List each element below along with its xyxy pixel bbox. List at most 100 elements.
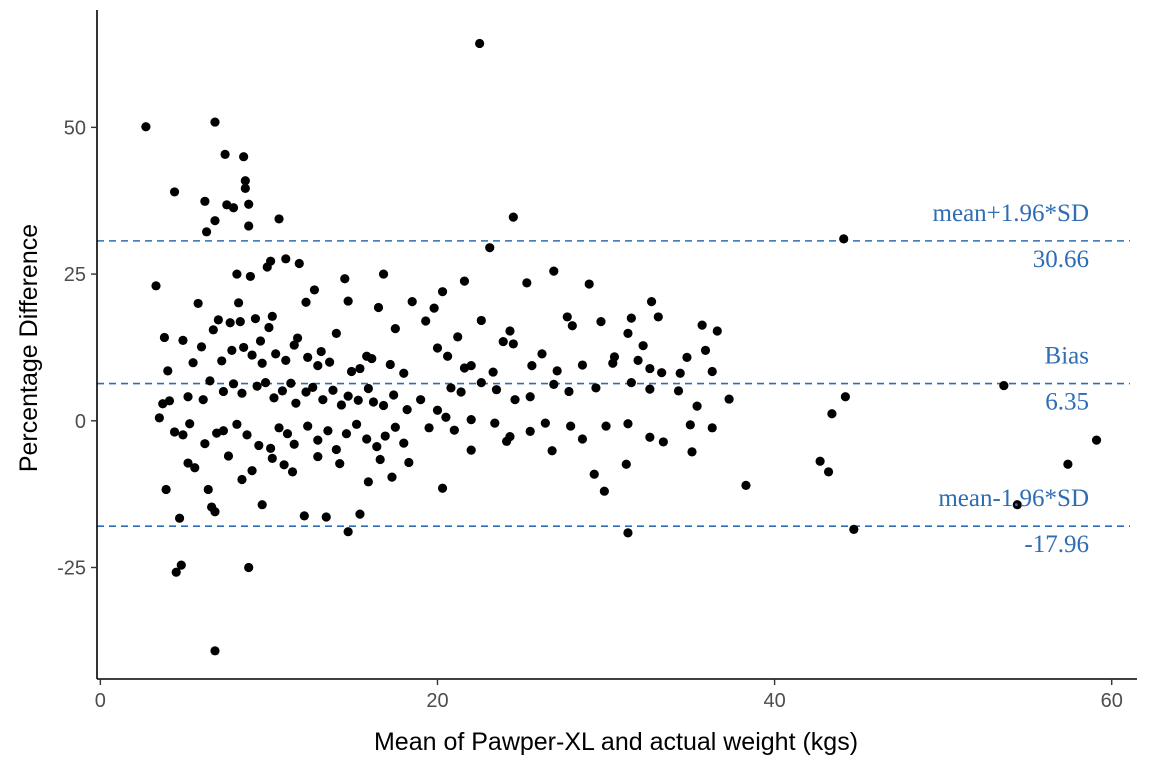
data-point: [402, 405, 412, 415]
ref-value-upper: 30.66: [1033, 246, 1089, 273]
data-point: [353, 395, 363, 405]
data-point: [367, 353, 377, 364]
data-point: [446, 383, 456, 393]
data-point: [239, 342, 249, 353]
data-point: [475, 38, 485, 49]
data-point: [223, 451, 234, 461]
data-point: [200, 196, 210, 206]
data-point: [286, 378, 296, 388]
data-point: [687, 447, 697, 457]
data-point: [247, 466, 257, 476]
data-point: [291, 398, 301, 408]
data-point: [372, 442, 382, 452]
data-point: [154, 413, 164, 423]
data-point: [239, 152, 249, 162]
data-point: [437, 483, 448, 493]
data-point: [233, 298, 244, 308]
data-point: [682, 352, 692, 363]
data-point: [198, 395, 208, 405]
data-point: [244, 199, 254, 209]
data-point: [294, 258, 304, 269]
data-point: [697, 320, 707, 330]
data-point: [724, 394, 734, 404]
y-tick-label: 25: [64, 264, 86, 286]
data-point: [368, 397, 379, 407]
data-point: [432, 343, 443, 353]
data-point: [245, 271, 255, 282]
data-point: [161, 484, 171, 495]
data-point: [645, 432, 655, 442]
data-point: [313, 435, 323, 445]
data-point: [363, 477, 373, 487]
data-point: [442, 351, 453, 361]
data-point: [1091, 435, 1102, 445]
data-point: [485, 243, 495, 253]
data-point: [404, 457, 414, 468]
data-point: [508, 212, 518, 222]
data-point: [159, 332, 170, 343]
data-point: [200, 439, 210, 449]
data-point: [282, 429, 293, 439]
data-point: [244, 562, 254, 573]
data-point: [218, 426, 229, 436]
data-point: [308, 382, 318, 392]
ref-label-bias: Bias: [1045, 343, 1089, 370]
data-point: [208, 325, 218, 335]
data-point: [267, 311, 277, 321]
data-point: [335, 459, 345, 469]
data-point: [399, 368, 409, 378]
data-point: [220, 149, 230, 159]
data-point: [183, 392, 193, 402]
y-tick-label: -25: [57, 558, 86, 580]
data-point: [390, 324, 400, 334]
data-point: [331, 328, 341, 338]
data-point: [623, 328, 633, 338]
data-point: [247, 350, 257, 360]
data-point: [313, 451, 323, 462]
data-point: [508, 339, 518, 349]
ref-label-upper: mean+1.96*SD: [933, 200, 1089, 227]
data-point: [321, 512, 331, 522]
data-point: [466, 445, 476, 455]
data-point: [449, 425, 459, 435]
data-point: [266, 443, 276, 453]
data-point: [390, 422, 400, 432]
data-point: [309, 285, 320, 295]
data-point: [257, 500, 267, 510]
scatter-points: [141, 38, 1102, 656]
data-point: [274, 214, 284, 224]
data-point: [525, 426, 535, 436]
data-point: [552, 366, 562, 376]
data-point: [210, 117, 220, 127]
data-point: [399, 438, 409, 448]
data-point: [385, 359, 395, 370]
data-point: [547, 446, 557, 456]
data-point: [264, 322, 274, 333]
data-point: [260, 378, 271, 388]
data-point: [362, 434, 372, 444]
data-point: [164, 396, 175, 406]
data-point: [626, 313, 636, 323]
data-point: [741, 480, 751, 490]
data-point: [323, 426, 333, 436]
data-point: [232, 419, 242, 429]
data-point: [237, 474, 247, 485]
data-point: [274, 423, 284, 433]
data-point: [537, 349, 547, 359]
x-tick-label: 0: [95, 690, 106, 712]
data-point: [351, 419, 362, 429]
data-point: [201, 227, 212, 237]
data-point: [416, 395, 426, 405]
x-axis-title: Mean of Pawper-XL and actual weight (kgs…: [374, 728, 858, 756]
data-point: [190, 463, 200, 473]
data-point: [1012, 500, 1022, 510]
data-point: [242, 430, 252, 440]
data-point: [707, 423, 717, 433]
data-point: [373, 302, 384, 313]
data-point: [279, 460, 289, 470]
data-point: [626, 378, 636, 388]
ref-label-lower: mean-1.96*SD: [938, 485, 1089, 512]
data-point: [380, 431, 390, 441]
data-point: [331, 444, 341, 455]
data-point: [567, 321, 577, 331]
